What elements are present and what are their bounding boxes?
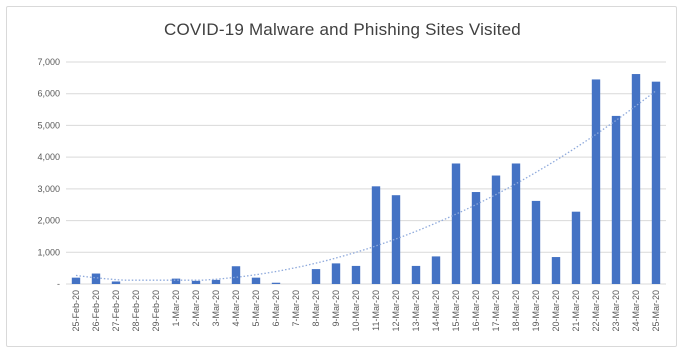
bar (271, 282, 281, 284)
bar (371, 186, 381, 284)
y-tick-label: 4,000 (37, 152, 60, 162)
bar (311, 269, 321, 284)
y-tick-label: 7,000 (37, 57, 60, 67)
x-tick-label: 4-Mar-20 (231, 290, 241, 327)
y-tick-label: 6,000 (37, 89, 60, 99)
x-tick-label: 9-Mar-20 (331, 290, 341, 327)
bar (471, 192, 481, 284)
bar (531, 200, 541, 284)
x-axis-ticks: 25-Feb-20 26-Feb-20 27-Feb-20 28-Feb-20 29-F… (71, 290, 661, 332)
x-tick-label: 5-Mar-20 (251, 290, 261, 327)
chart-frame (6, 6, 677, 347)
bar (171, 278, 181, 284)
bar (451, 163, 461, 284)
x-tick-label: 19-Mar-20 (531, 290, 541, 332)
x-tick-label: 8-Mar-20 (311, 290, 321, 327)
bar (71, 277, 81, 284)
x-tick-label: 24-Mar-20 (631, 290, 641, 332)
bar (651, 81, 661, 284)
y-axis-ticks: - 1,000 2,000 3,000 4,000 5,000 6,000 7,000 (37, 57, 60, 289)
bar (111, 281, 121, 284)
bar (551, 257, 561, 284)
x-tick-label: 28-Feb-20 (131, 290, 141, 332)
bar (571, 211, 581, 284)
y-tick-label: - (57, 279, 60, 289)
x-tick-label: 18-Mar-20 (511, 290, 521, 332)
y-tick-label: 3,000 (37, 184, 60, 194)
bar (191, 280, 201, 284)
bar (631, 74, 641, 285)
y-tick-label: 2,000 (37, 216, 60, 226)
bar (251, 277, 261, 284)
bar (351, 265, 361, 284)
bar (411, 265, 421, 284)
y-tick-label: 1,000 (37, 247, 60, 257)
x-tick-label: 12-Mar-20 (391, 290, 401, 332)
x-tick-label: 22-Mar-20 (591, 290, 601, 332)
bar (511, 163, 521, 284)
bar (391, 195, 401, 284)
trendline-path (75, 90, 657, 281)
x-tick-label: 17-Mar-20 (491, 290, 501, 332)
bar (611, 115, 621, 285)
x-tick-label: 15-Mar-20 (451, 290, 461, 332)
bar (591, 79, 601, 284)
x-tick-label: 10-Mar-20 (351, 290, 361, 332)
x-tick-label: 14-Mar-20 (431, 290, 441, 332)
bar (331, 263, 341, 284)
x-tick-label: 2-Mar-20 (191, 290, 201, 327)
gridlines (66, 61, 666, 285)
x-tick-label: 20-Mar-20 (551, 290, 561, 332)
x-tick-label: 13-Mar-20 (411, 290, 421, 332)
x-tick-label: 3-Mar-20 (211, 290, 221, 327)
bar-series (71, 74, 661, 285)
chart-title: COVID-19 Malware and Phishing Sites Visi… (164, 20, 521, 39)
x-tick-label: 25-Feb-20 (71, 290, 81, 332)
x-tick-label: 29-Feb-20 (151, 290, 161, 332)
bar (91, 273, 101, 284)
x-tick-label: 11-Mar-20 (371, 290, 381, 331)
bar (491, 175, 501, 284)
x-tick-label: 16-Mar-20 (471, 290, 481, 332)
y-tick-label: 5,000 (37, 120, 60, 130)
x-tick-label: 23-Mar-20 (611, 290, 621, 332)
x-tick-label: 27-Feb-20 (111, 290, 121, 332)
x-tick-label: 7-Mar-20 (291, 290, 301, 327)
x-tick-label: 6-Mar-20 (271, 290, 281, 327)
trendline (75, 90, 657, 281)
x-tick-label: 1-Mar-20 (171, 290, 181, 327)
bar (431, 256, 441, 284)
x-tick-label: 21-Mar-20 (571, 290, 581, 332)
x-tick-label: 26-Feb-20 (91, 290, 101, 332)
bar (211, 279, 221, 284)
bar (231, 266, 241, 284)
x-tick-label: 25-Mar-20 (651, 290, 661, 332)
